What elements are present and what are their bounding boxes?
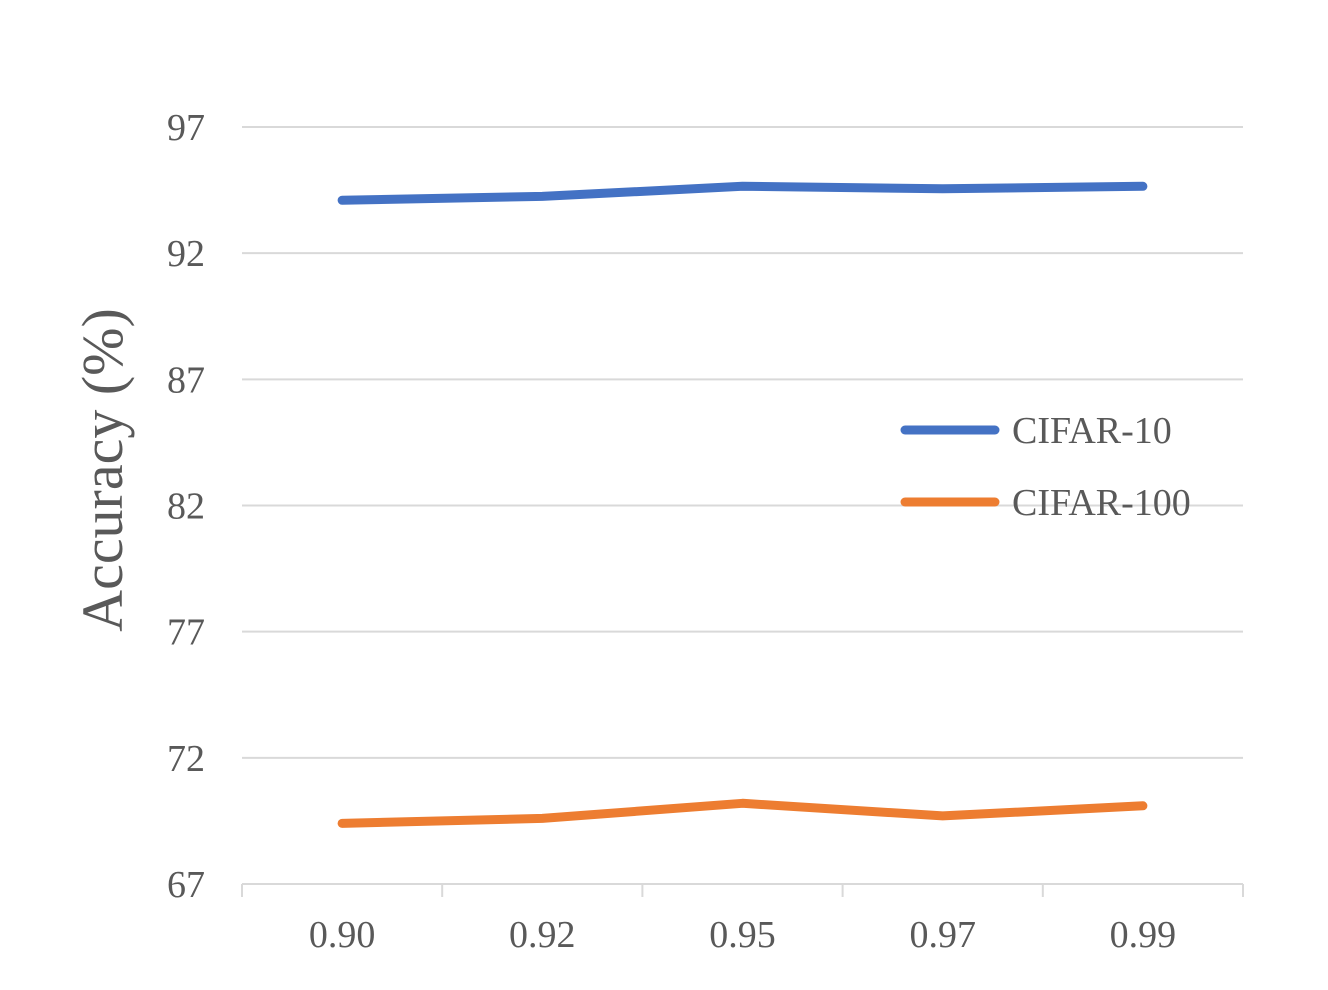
y-tick-labels: 67 72 77 82 87 92 97 xyxy=(167,107,205,906)
x-tick-label: 0.97 xyxy=(909,914,976,956)
gridlines xyxy=(242,126,1243,759)
y-tick-label: 92 xyxy=(167,233,205,275)
legend-label-cifar-100: CIFAR-100 xyxy=(1012,482,1191,524)
x-tick-label: 0.99 xyxy=(1110,914,1177,956)
y-tick-label: 67 xyxy=(167,864,205,906)
x-tick-label: 0.92 xyxy=(509,914,576,956)
x-tick-label: 0.90 xyxy=(309,914,376,956)
y-tick-label: 72 xyxy=(167,738,205,780)
legend-label-cifar-10: CIFAR-10 xyxy=(1012,410,1172,452)
x-tick-labels: 0.90 0.92 0.95 0.97 0.99 xyxy=(309,914,1176,956)
series-lines xyxy=(337,181,1148,828)
legend: CIFAR-10 CIFAR-100 xyxy=(900,410,1191,524)
x-tick-label: 0.95 xyxy=(709,914,776,956)
series-line-cifar-100 xyxy=(337,798,1148,828)
y-axis-title: Accuracy (%) xyxy=(70,308,135,632)
y-tick-label: 97 xyxy=(167,107,205,149)
y-tick-label: 77 xyxy=(167,612,205,654)
series-line-cifar-10 xyxy=(337,181,1148,205)
y-tick-label: 87 xyxy=(167,359,205,401)
x-axis xyxy=(241,883,1244,897)
y-tick-label: 82 xyxy=(167,486,205,528)
